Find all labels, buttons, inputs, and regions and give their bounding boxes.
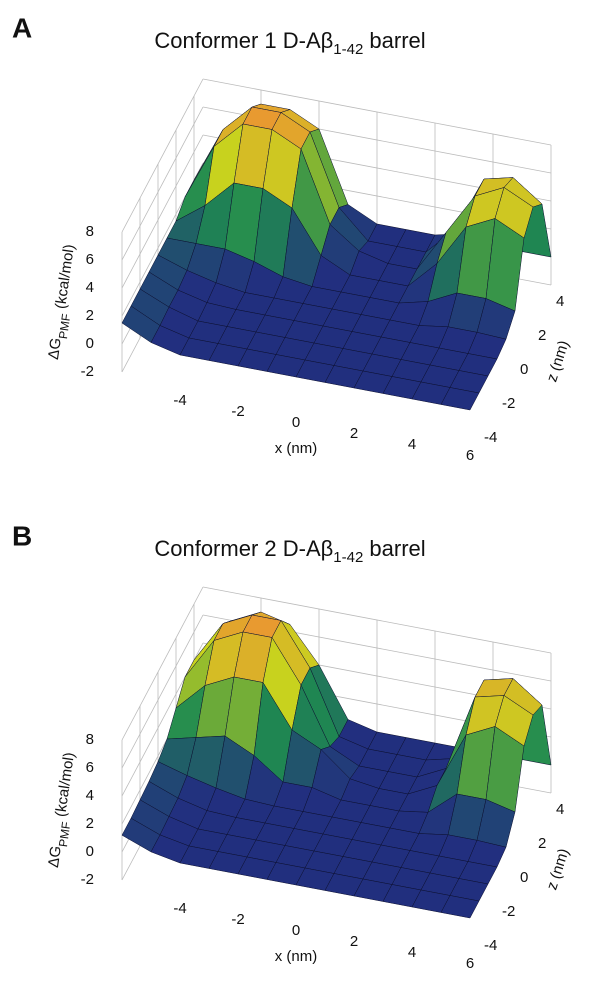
panel-label: A	[12, 12, 32, 43]
grid-line	[121, 614, 204, 769]
x-tick-label: -2	[231, 911, 244, 928]
z-tick-label: 4	[556, 293, 564, 310]
y-tick-label: 0	[86, 843, 94, 860]
y-tick-label: 4	[86, 787, 94, 804]
grid-line	[121, 134, 204, 289]
z-axis-label: z (nm)	[543, 338, 572, 384]
y-tick-label: 6	[86, 759, 94, 776]
x-tick-label: 6	[466, 955, 474, 972]
y-axis-label: ΔGPMF (kcal/mol)	[45, 751, 83, 869]
y-label-subscript: PMF	[56, 313, 73, 340]
title-subscript: 1-42	[333, 41, 363, 58]
x-tick-label: -4	[173, 900, 186, 917]
y-label-subscript: PMF	[56, 821, 73, 848]
y-tick-label: 8	[86, 223, 94, 240]
z-tick-label: -4	[484, 937, 497, 954]
y-tick-label: 8	[86, 731, 94, 748]
y-axis-label: ΔGPMF (kcal/mol)	[45, 243, 83, 361]
x-tick-label: -2	[231, 403, 244, 420]
grid-line	[121, 106, 204, 261]
x-tick-label: -4	[173, 392, 186, 409]
surface-cell	[440, 387, 480, 411]
x-axis-label: x (nm)	[275, 440, 318, 457]
z-tick-label: -2	[502, 395, 515, 412]
y-tick-label: 0	[86, 335, 94, 352]
y-tick-label: 4	[86, 279, 94, 296]
title-text: Conformer 1 D-Aβ	[154, 28, 333, 53]
chart-title: Conformer 2 D-Aβ1-42 barrel	[154, 536, 425, 567]
y-tick-label: 2	[86, 815, 94, 832]
z-tick-label: 2	[538, 327, 546, 344]
chart-title: Conformer 1 D-Aβ1-42 barrel	[154, 28, 425, 59]
z-axis-label: z (nm)	[543, 846, 572, 892]
x-tick-label: 0	[292, 922, 300, 939]
y-tick-label: -2	[81, 363, 94, 380]
panel: A Conformer 1 D-Aβ1-42 barrel-202468-4-20…	[12, 12, 573, 464]
x-tick-label: 2	[350, 425, 358, 442]
z-tick-label: 0	[520, 869, 528, 886]
x-tick-label: 2	[350, 933, 358, 950]
z-tick-label: 0	[520, 361, 528, 378]
x-tick-label: 0	[292, 414, 300, 431]
x-tick-label: 4	[408, 944, 416, 961]
y-label-text: ΔG	[45, 337, 65, 361]
panel-label: B	[12, 520, 32, 551]
title-suffix: barrel	[363, 536, 425, 561]
surface-cell	[440, 895, 480, 919]
y-tick-label: 6	[86, 251, 94, 268]
z-tick-label: -2	[502, 903, 515, 920]
z-tick-label: 2	[538, 835, 546, 852]
y-label-text: ΔG	[45, 845, 65, 869]
title-text: Conformer 2 D-Aβ	[154, 536, 333, 561]
grid-line	[121, 586, 204, 741]
y-label-suffix: (kcal/mol)	[52, 243, 78, 314]
z-tick-label: 4	[556, 801, 564, 818]
x-tick-label: 6	[466, 447, 474, 464]
title-subscript: 1-42	[333, 549, 363, 566]
panel: B Conformer 2 D-Aβ1-42 barrel-202468-4-20…	[12, 520, 573, 972]
y-tick-label: 2	[86, 307, 94, 324]
grid-line	[121, 78, 204, 233]
x-axis-label: x (nm)	[275, 948, 318, 965]
y-label-suffix: (kcal/mol)	[52, 751, 78, 822]
x-tick-label: 4	[408, 436, 416, 453]
title-suffix: barrel	[363, 28, 425, 53]
z-tick-label: -4	[484, 429, 497, 446]
y-tick-label: -2	[81, 871, 94, 888]
